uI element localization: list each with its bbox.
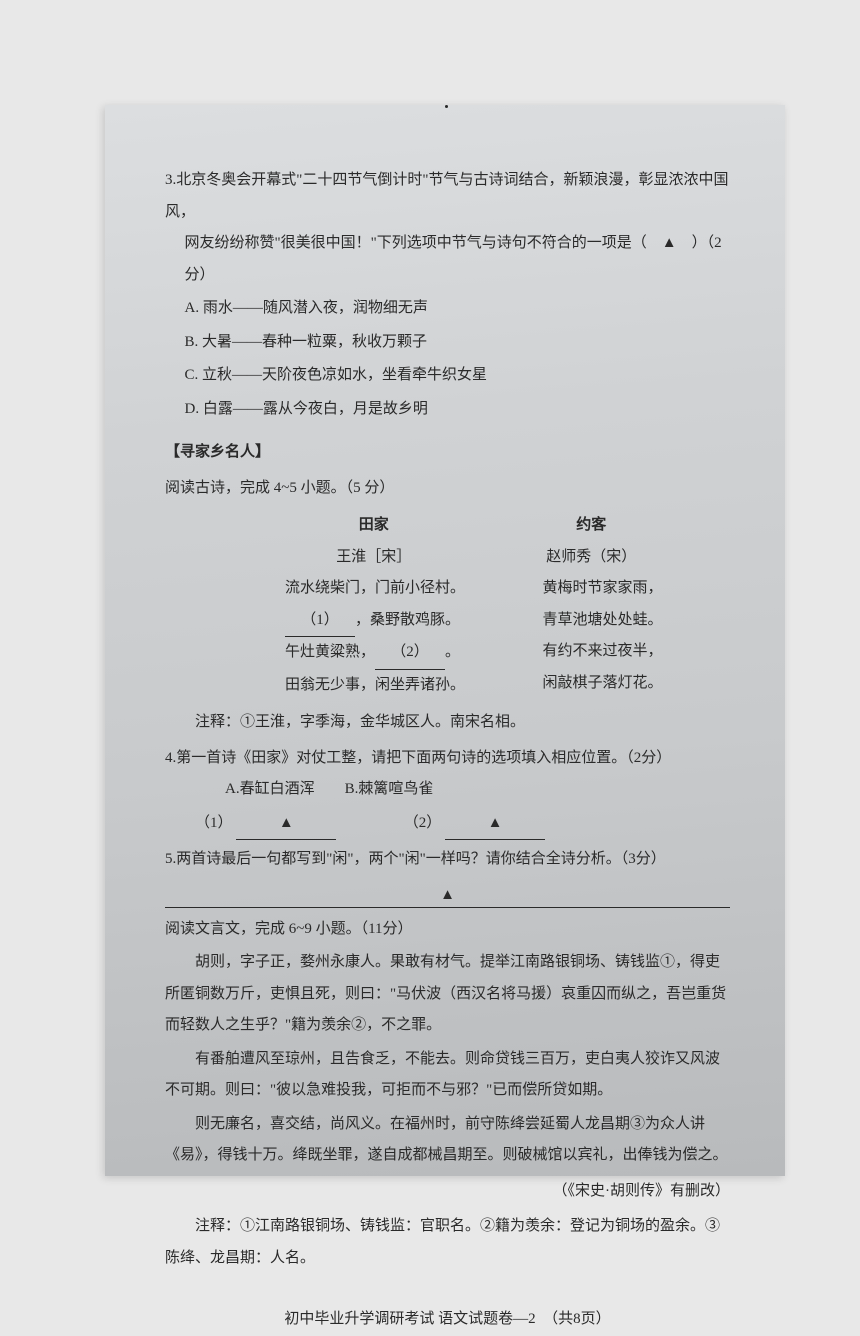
classical-intro: 阅读文言文，完成 6~9 小题。（11分） bbox=[165, 914, 730, 946]
q4-options: A.春缸白酒浑 B.棘篱喧鸟雀 bbox=[165, 774, 730, 806]
poem-left-l3a: 午灶黄粱熟， bbox=[285, 644, 375, 660]
poem-right-l1: 黄梅时节家家雨， bbox=[483, 573, 701, 605]
poem-blank-1: （1） bbox=[285, 605, 355, 638]
q3-stem-line2: 网友纷纷称赞"很美很中国！"下列选项中节气与诗句不符合的一项是（ ▲ ）（2分） bbox=[165, 228, 730, 291]
classical-source: （《宋史·胡则传》有删改） bbox=[165, 1176, 730, 1208]
poem-left-l4: 田翁无少事，闲坐弄诸孙。 bbox=[265, 670, 483, 702]
q4-answer-blanks: （1） ▲ （2） ▲ bbox=[165, 808, 730, 841]
triangle-icon: ▲ bbox=[279, 808, 294, 840]
classical-section: 阅读文言文，完成 6~9 小题。（11分） 胡则，字子正，婺州永康人。果敢有材气… bbox=[165, 914, 730, 1275]
classical-para-1: 胡则，字子正，婺州永康人。果敢有材气。提举江南路银铜场、铸钱监①，得吏所匿铜数万… bbox=[165, 947, 730, 1042]
poem-right-title: 约客 bbox=[483, 510, 701, 542]
q5-answer-blank: ▲ bbox=[165, 880, 730, 908]
q3-option-b: B. 大暑——春种一粒粟，秋收万颗子 bbox=[165, 327, 730, 359]
q3-option-a: A. 雨水——随风潜入夜，润物细无声 bbox=[165, 293, 730, 325]
triangle-icon: ▲ bbox=[488, 808, 503, 840]
poem-blank-2: （2） bbox=[375, 637, 445, 670]
q4-blank-2: ▲ bbox=[445, 808, 545, 841]
poem-left-author: 王淮［宋］ bbox=[265, 542, 483, 574]
q3-option-d: D. 白露——露从今夜白，月是故乡明 bbox=[165, 394, 730, 426]
poem-left-l1: 流水绕柴门，门前小径村。 bbox=[265, 573, 483, 605]
poem-right-l4: 闲敲棋子落灯花。 bbox=[483, 668, 701, 700]
page-marker-dot bbox=[445, 105, 448, 108]
poem-left: 田家 王淮［宋］ 流水绕柴门，门前小径村。 （1），桑野散鸡豚。 午灶黄粱熟，（… bbox=[265, 510, 483, 701]
poem-left-l2: （1），桑野散鸡豚。 bbox=[265, 605, 483, 638]
classical-para-2: 有番舶遭风至琼州，且告食乏，不能去。则命贷钱三百万，吏白夷人狡诈又风波不可期。则… bbox=[165, 1044, 730, 1107]
q4-blank2-label: （2） bbox=[404, 815, 442, 831]
q4-stem: 4.第一首诗《田家》对仗工整，请把下面两句诗的选项填入相应位置。（2分） bbox=[165, 743, 730, 775]
poem-reading-intro: 阅读古诗，完成 4~5 小题。（5 分） bbox=[165, 473, 730, 505]
poems-container: 田家 王淮［宋］ 流水绕柴门，门前小径村。 （1），桑野散鸡豚。 午灶黄粱熟，（… bbox=[165, 510, 730, 701]
poem-right-author: 赵师秀（宋） bbox=[483, 542, 701, 574]
poem-left-l3: 午灶黄粱熟，（2）。 bbox=[265, 637, 483, 670]
q3-option-c: C. 立秋——天阶夜色凉如水，坐看牵牛织女星 bbox=[165, 360, 730, 392]
poem-left-title: 田家 bbox=[265, 510, 483, 542]
classical-note: 注释：①江南路银铜场、铸钱监：官职名。②籍为羡余：登记为铜场的盈余。③陈绛、龙昌… bbox=[165, 1211, 730, 1274]
poem-right: 约客 赵师秀（宋） 黄梅时节家家雨， 青草池塘处处蛙。 有约不来过夜半， 闲敲棋… bbox=[483, 510, 701, 701]
page-footer: 初中毕业升学调研考试 语文试题卷—2 （共8页） bbox=[165, 1304, 730, 1336]
triangle-icon: ▲ bbox=[440, 880, 455, 912]
q3-stem-line1: 3.北京冬奥会开幕式"二十四节气倒计时"节气与古诗词结合，新颖浪漫，彰显浓浓中国… bbox=[165, 165, 730, 228]
question-3: 3.北京冬奥会开幕式"二十四节气倒计时"节气与古诗词结合，新颖浪漫，彰显浓浓中国… bbox=[165, 165, 730, 425]
q4-blank1-label: （1） bbox=[195, 815, 233, 831]
classical-para-3: 则无廉名，喜交结，尚风义。在福州时，前守陈绛尝延蜀人龙昌期③为众人讲《易》，得钱… bbox=[165, 1109, 730, 1172]
poem-left-l2b: ，桑野散鸡豚。 bbox=[355, 612, 460, 628]
poem-left-l3c: 。 bbox=[445, 644, 460, 660]
poem-right-l2: 青草池塘处处蛙。 bbox=[483, 605, 701, 637]
section-title-hometown: 【寻家乡名人】 bbox=[165, 437, 730, 469]
poem-note: 注释：①王淮，字季海，金华城区人。南宋名相。 bbox=[165, 707, 730, 739]
question-5: 5.两首诗最后一句都写到"闲"，两个"闲"一样吗？请你结合全诗分析。（3分） ▲ bbox=[165, 844, 730, 908]
q5-stem: 5.两首诗最后一句都写到"闲"，两个"闲"一样吗？请你结合全诗分析。（3分） bbox=[165, 844, 730, 876]
question-4: 4.第一首诗《田家》对仗工整，请把下面两句诗的选项填入相应位置。（2分） A.春… bbox=[165, 743, 730, 841]
q4-blank-1: ▲ bbox=[236, 808, 336, 841]
poem-right-l3: 有约不来过夜半， bbox=[483, 636, 701, 668]
exam-page: 3.北京冬奥会开幕式"二十四节气倒计时"节气与古诗词结合，新颖浪漫，彰显浓浓中国… bbox=[105, 105, 785, 1176]
